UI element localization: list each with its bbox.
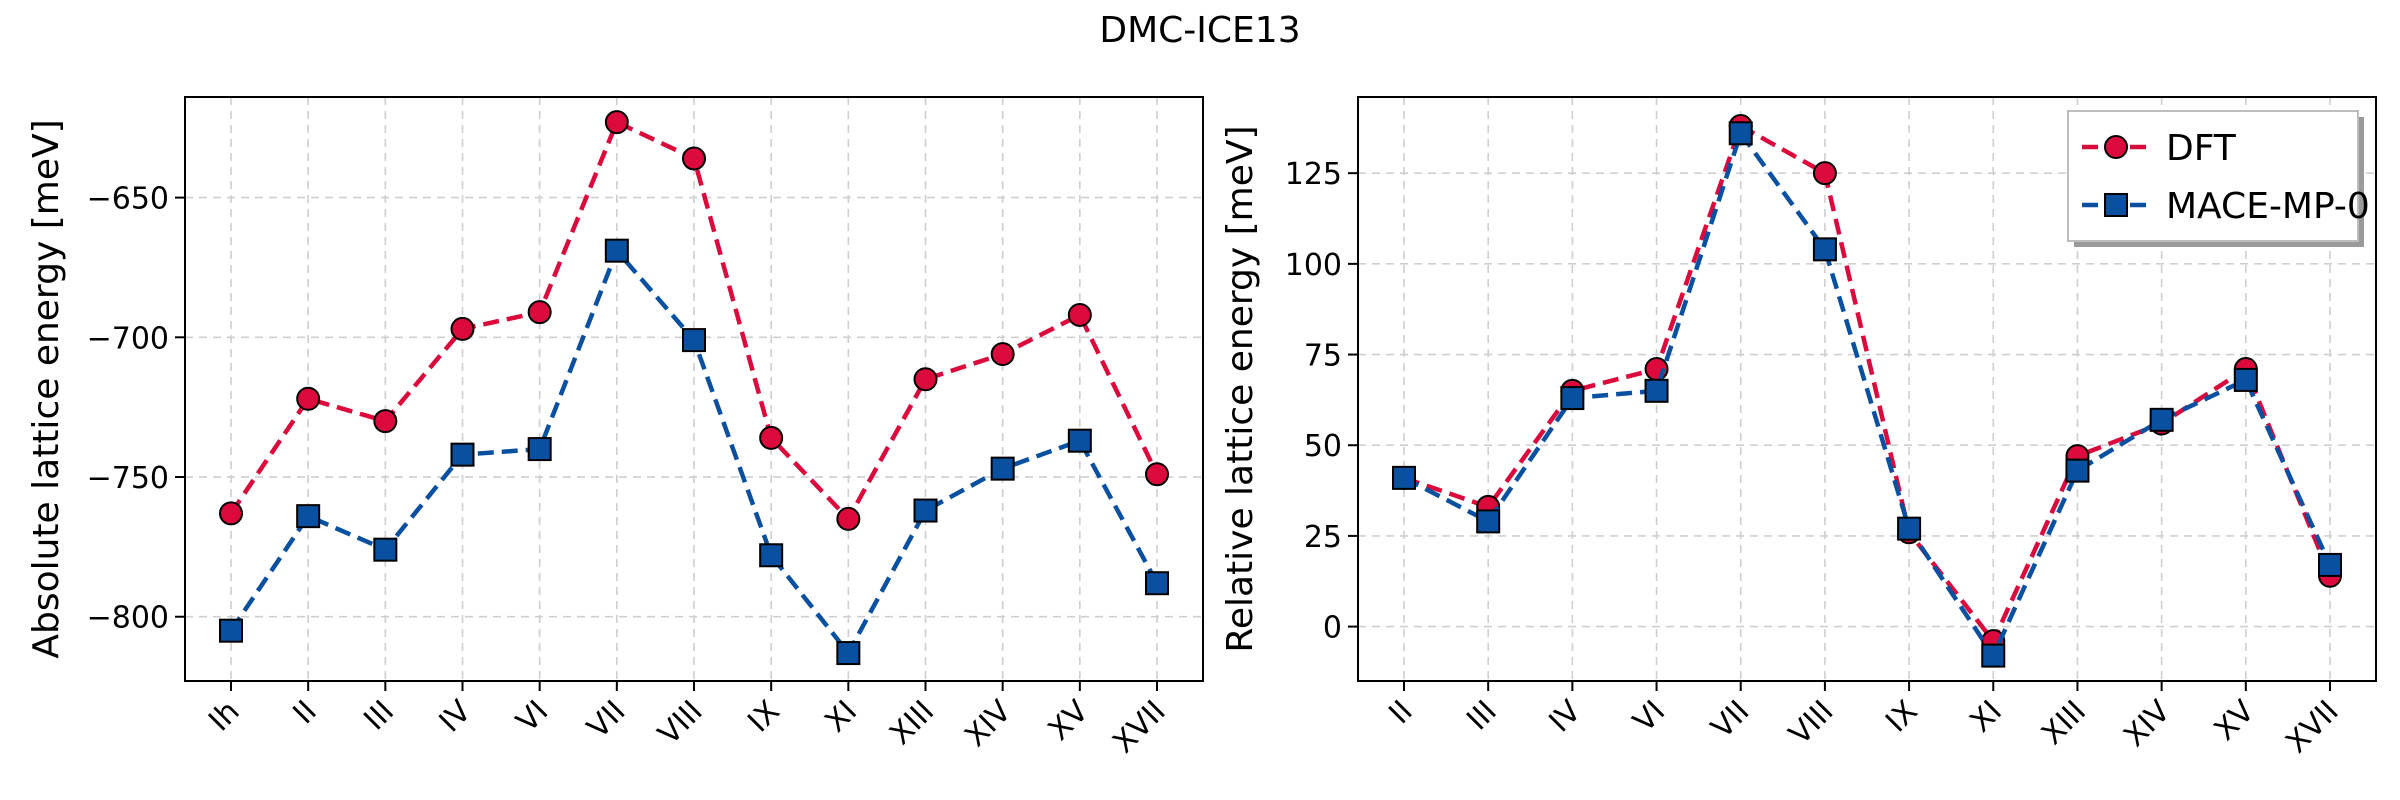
data-point [604, 238, 629, 263]
y-tick-label: −800 [87, 601, 169, 636]
data-point [296, 386, 321, 411]
data-point [2318, 552, 2342, 577]
data-point [1812, 237, 1837, 262]
data-point [527, 300, 552, 325]
x-tick-label: IV [433, 694, 479, 740]
plot-frame [1357, 96, 2377, 682]
x-tick-label: VII [581, 694, 633, 746]
y-tick-label: −750 [87, 461, 169, 496]
data-point [2149, 407, 2174, 432]
x-tick-label: IX [1879, 694, 1925, 740]
figure-title: DMC-ICE13 [1099, 10, 1300, 51]
data-point [1812, 161, 1837, 186]
data-point [682, 328, 706, 353]
data-point [1392, 465, 1416, 490]
y-tick-label: 75 [1304, 339, 1342, 374]
x-tick-label: IX [741, 694, 787, 740]
data-point [1981, 643, 2006, 668]
data-point [2065, 458, 2090, 483]
y-tick-label: 0 [1323, 611, 1342, 646]
data-point [527, 437, 552, 462]
y-tick-label: −650 [87, 182, 169, 217]
legend-marker [2104, 135, 2128, 159]
data-point [913, 367, 938, 392]
x-tick-label: Ih [202, 694, 246, 738]
x-tick-label: II [1382, 694, 1419, 731]
data-point [373, 409, 398, 434]
y-tick-label: 100 [1285, 248, 1342, 283]
y-tick-label: −700 [87, 321, 169, 356]
data-point [990, 456, 1015, 481]
data-point [990, 342, 1015, 367]
data-point [759, 425, 784, 450]
x-tick-label: XIV [2117, 694, 2177, 754]
data-point [604, 110, 629, 135]
data-point [682, 146, 706, 171]
x-tick-label: IV [1543, 694, 1589, 740]
x-tick-label: VI [1627, 694, 1673, 740]
data-point [1644, 378, 1669, 403]
data-point [1067, 428, 1092, 453]
x-tick-label: VIII [652, 694, 710, 752]
data-point [1897, 516, 1922, 541]
x-tick-label: VIII [1783, 694, 1841, 752]
x-tick-label: XV [2208, 694, 2262, 748]
x-tick-label: XVII [2279, 694, 2345, 760]
legend-label: DFT [2166, 128, 2237, 169]
x-tick-label: III [1460, 694, 1504, 738]
data-point [296, 504, 321, 529]
x-tick-label: XI [1963, 694, 2009, 740]
y-tick-label: 25 [1304, 520, 1342, 555]
y-tick-label: 50 [1304, 429, 1342, 464]
data-point [219, 501, 243, 526]
data-point [1145, 571, 1169, 596]
legend-box [2067, 110, 2359, 242]
data-point [913, 498, 938, 523]
series-line [1402, 131, 2333, 658]
data-point [1728, 121, 1753, 146]
data-point [219, 618, 243, 643]
data-point [759, 543, 784, 568]
legend: DFT MACE-MP-0 [2067, 110, 2370, 247]
data-point [1476, 509, 1501, 534]
data-point [1067, 302, 1092, 327]
x-tick-label: VII [1705, 694, 1757, 746]
x-tick-label: VI [510, 694, 556, 740]
y-axis-label: Absolute lattice energy [meV] [26, 119, 67, 658]
legend-marker [2104, 193, 2128, 217]
data-point [450, 316, 475, 341]
data-point [836, 506, 861, 531]
data-point [2233, 367, 2258, 392]
data-point [836, 641, 861, 666]
x-tick-label: XIII [2035, 694, 2093, 752]
x-tick-label: III [357, 694, 401, 738]
data-point [1145, 462, 1169, 487]
x-tick-label: XI [818, 694, 864, 740]
data-point [373, 537, 398, 562]
x-tick-label: XIV [958, 694, 1018, 754]
x-tick-label: XIII [883, 694, 941, 752]
x-tick-label: II [287, 694, 324, 731]
data-point [450, 442, 475, 467]
y-tick-label: 125 [1285, 157, 1342, 192]
x-tick-label: XV [1042, 694, 1096, 748]
data-point [1560, 386, 1585, 411]
legend-label: MACE-MP-0 [2166, 186, 2370, 227]
y-axis-label: Relative lattice energy [meV] [1220, 125, 1261, 652]
x-tick-label: XVII [1106, 694, 1172, 760]
